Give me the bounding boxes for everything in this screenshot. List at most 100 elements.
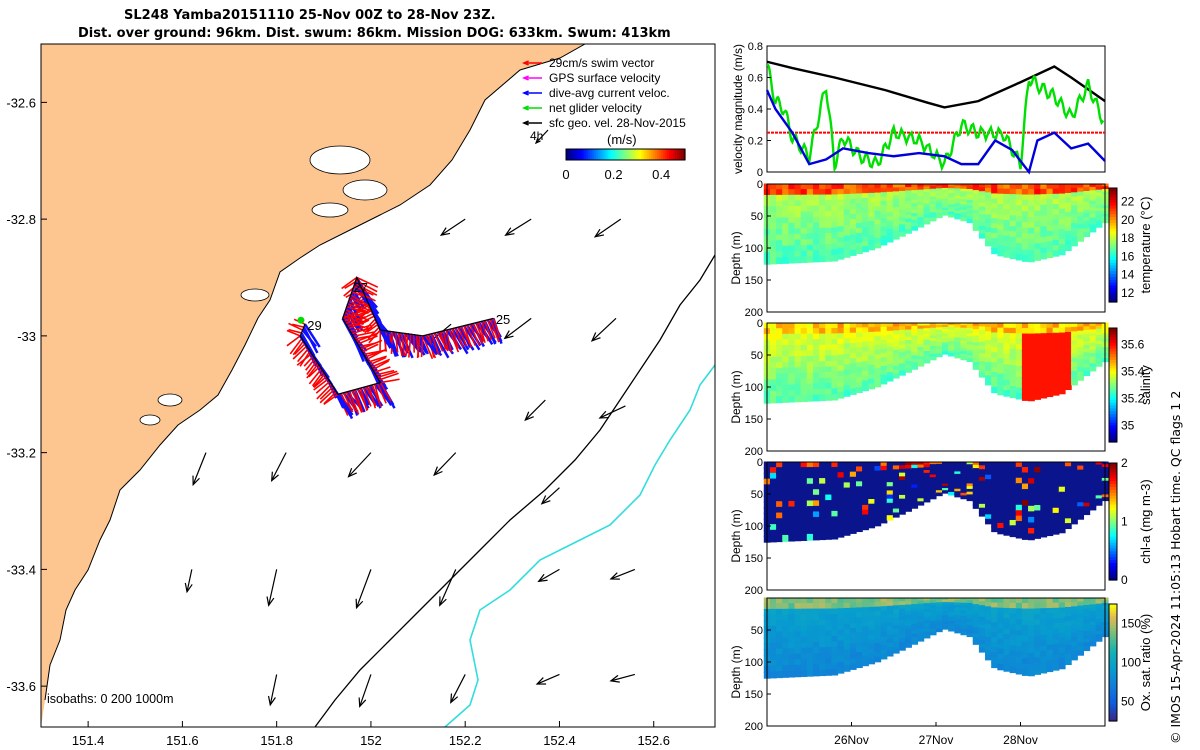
chla-cell: [837, 525, 845, 533]
chla-cell: [1077, 469, 1085, 475]
salinity-cell: [1058, 352, 1066, 359]
salinity-cell: [1058, 332, 1066, 339]
temperature-cell: [1028, 222, 1035, 230]
salinity-cell: [880, 370, 888, 376]
chla-cell: [892, 496, 900, 502]
chla-cell: [917, 492, 925, 497]
oxygen-cell: [843, 649, 851, 657]
salinity-cell: [1040, 333, 1048, 340]
chla-cell: [794, 534, 802, 542]
oxygen-cell: [788, 625, 796, 633]
temperature-cell: [1071, 205, 1078, 212]
temperature-colorbar-cell: [1109, 207, 1117, 212]
temperature-cell: [917, 217, 925, 222]
colorbar-cell: [603, 149, 607, 160]
colorbar-cell: [625, 149, 629, 160]
temperature-cell: [1046, 225, 1054, 232]
temperature-cell: [917, 214, 925, 219]
chla-cell: [782, 495, 790, 503]
chla-cell: [788, 523, 796, 531]
temperature-cell: [812, 194, 820, 202]
chla-cell: [874, 470, 882, 477]
salinity-cell: [978, 353, 986, 359]
oxygen-cell: [788, 648, 796, 656]
temperature-cell: [1034, 205, 1041, 212]
salinity-cell: [1052, 363, 1060, 370]
chla-cell: [1071, 470, 1078, 476]
chla-cell: [1046, 471, 1054, 479]
oxygen-cell: [1095, 606, 1103, 612]
oxygen-cell: [929, 623, 937, 628]
temperature-colorbar-cell: [1109, 264, 1117, 269]
chla-cell: [985, 479, 992, 485]
oxygen-cell: [966, 613, 974, 618]
current-vector: [412, 333, 428, 354]
salinity-cell: [1052, 373, 1060, 381]
temperature-cell: [978, 191, 986, 197]
temperature-cell: [1089, 217, 1097, 223]
salinity-cell: [819, 361, 826, 368]
oxygen-cell: [862, 597, 869, 604]
salinity-cell: [1028, 322, 1035, 330]
oxygen-cell: [812, 614, 820, 621]
oxygen-cell: [782, 648, 790, 656]
chla-cell: [905, 496, 912, 502]
chla-cell: [800, 472, 808, 480]
salinity-cell: [1083, 371, 1091, 377]
temperature-cell: [880, 209, 888, 216]
salinity-cell: [911, 342, 919, 347]
salinity-cell: [923, 336, 931, 341]
geo-velocity-arrow-head: [439, 596, 447, 607]
oxygen-cell: [819, 663, 826, 671]
oxygen-cell: [886, 638, 894, 645]
temperature-cell: [1064, 245, 1072, 252]
temperature-cell: [942, 194, 949, 198]
chla-cell: [1009, 519, 1017, 527]
salinity-cell: [978, 368, 986, 374]
temperature-cell: [929, 212, 937, 217]
oxygen-cell: [1064, 597, 1072, 604]
salinity-cell: [825, 394, 833, 401]
chla-cell: [1040, 525, 1048, 533]
temperature-cell: [1058, 198, 1066, 205]
salinity-cell: [1064, 379, 1072, 386]
chla-cell: [1003, 477, 1011, 484]
lake-outline: [139, 414, 161, 426]
salinity-cell: [997, 348, 1005, 355]
salinity-colorbar-cell: [1109, 328, 1117, 332]
chla-cell: [948, 482, 955, 487]
temperature-cell: [862, 188, 869, 195]
geo-velocity-arrow: [268, 569, 278, 606]
chla-cell: [788, 534, 796, 542]
chla-cell: [978, 507, 986, 513]
oxygen-cell: [825, 647, 833, 654]
temperature-cell: [855, 233, 863, 240]
chla-cell: [948, 487, 955, 491]
salinity-cell: [806, 333, 814, 341]
temperature-cell: [997, 183, 1005, 190]
chla-cell: [1009, 514, 1017, 522]
chla-cell: [917, 489, 925, 494]
oxygen-cell: [985, 597, 992, 604]
chla-cell: [769, 507, 777, 514]
chla-cell: [942, 481, 949, 485]
salinity-colorbar-cell: [1109, 345, 1117, 349]
chla-cell: [1077, 506, 1085, 512]
salinity-cell: [1052, 327, 1060, 334]
salinity-cell: [1021, 361, 1029, 368]
chla-cell: [1003, 503, 1011, 510]
temperature-colorbar-cell: [1109, 245, 1117, 249]
oxygen-cell: [819, 636, 826, 643]
chla-cell: [1083, 483, 1091, 489]
salinity-cell: [1021, 372, 1029, 379]
temperature-cell: [776, 257, 783, 265]
salinity-cell: [929, 356, 937, 361]
salinity-cell: [776, 350, 783, 358]
salinity-cell: [819, 339, 826, 346]
salinity-colorbar-cell: [1109, 422, 1117, 426]
salinity-cell: [1003, 348, 1011, 355]
chla-cell: [1034, 505, 1041, 512]
temperature-cell: [1089, 200, 1097, 206]
oxygen-cell: [1028, 614, 1035, 621]
oxygen-cell: [1040, 634, 1048, 642]
